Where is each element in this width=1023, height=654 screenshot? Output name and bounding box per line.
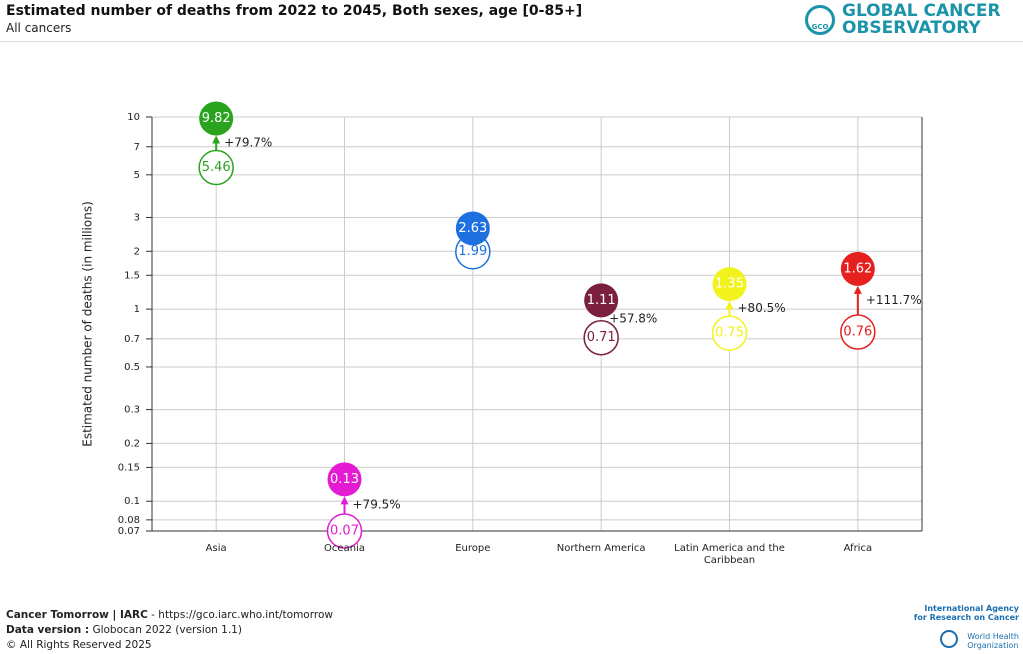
dot-2045 [712, 267, 747, 302]
iarc-logo: International Agency for Research on Can… [914, 604, 1019, 622]
logo-icon: GCO [805, 5, 835, 35]
value-label: 0.76 [843, 325, 872, 340]
y-tick-label: 10 [127, 112, 140, 123]
change-label: +79.7% [224, 136, 272, 150]
dot-2045 [455, 211, 490, 246]
logo-line: OBSERVATORY [842, 18, 981, 38]
x-tick-label: Africa [843, 543, 873, 554]
change-label: +80.5% [738, 301, 786, 315]
footer-bold: Cancer Tomorrow | IARC [6, 609, 148, 621]
who-logo: World Health Organization [967, 632, 1019, 650]
logo-text: GLOBAL CANCER OBSERVATORY [842, 3, 1001, 37]
y-tick-label: 0.7 [124, 334, 140, 345]
x-tick-label: Oceania [324, 543, 365, 554]
value-label: 1.62 [843, 261, 872, 276]
y-tick-label: 7 [134, 142, 140, 153]
change-label: +57.8% [609, 312, 657, 326]
logo-line: for Research on Cancer [913, 613, 1019, 622]
y-tick-label: 0.3 [124, 405, 140, 416]
dot-2022 [583, 319, 619, 356]
dot-2045 [584, 283, 619, 318]
dot-2045 [199, 101, 234, 136]
y-axis-label: Estimated number of deaths (in millions) [81, 201, 95, 447]
footer: Cancer Tomorrow | IARC - https://gco.iar… [6, 608, 333, 653]
y-tick-label: 3 [134, 212, 140, 223]
subtitle: All cancers [6, 21, 72, 35]
value-label: 2.63 [458, 221, 487, 236]
x-tick-label: Latin America and the Caribbean [674, 543, 785, 566]
footer-text: Globocan 2022 (version 1.1) [89, 624, 242, 636]
x-tick-label: Europe [455, 543, 491, 554]
footer-line: Data version : Globocan 2022 (version 1.… [6, 623, 333, 638]
logo-line: GLOBAL CANCER [842, 1, 1001, 21]
footer-text: © All Rights Reserved 2025 [6, 639, 152, 651]
value-label: 0.71 [587, 330, 616, 345]
arrow-head [725, 301, 734, 310]
value-label: 9.82 [202, 111, 231, 126]
who-icon [940, 630, 958, 648]
value-label: 0.75 [715, 326, 744, 341]
y-tick-label: 0.07 [118, 526, 140, 537]
dot-2022 [326, 513, 363, 549]
x-tick-label: Northern America [556, 543, 646, 554]
arrow-head [212, 135, 221, 144]
y-tick-label: 0.1 [124, 496, 140, 507]
logo-line: World Health [967, 632, 1019, 641]
y-tick-label: 0.08 [118, 515, 140, 526]
footer-line: Cancer Tomorrow | IARC - https://gco.iar… [6, 608, 333, 623]
y-tick-label: 2 [134, 246, 140, 257]
value-label: 1.35 [715, 277, 744, 292]
y-tick-label: 1.5 [124, 270, 140, 281]
footer-text: - https://gco.iarc.who.int/tomorrow [147, 609, 333, 621]
title: Estimated number of deaths from 2022 to … [6, 3, 583, 19]
y-tick-label: 0.15 [118, 462, 140, 473]
arrow-head [853, 285, 862, 294]
dot-2022 [711, 315, 748, 351]
change-label: +111.7% [866, 293, 922, 307]
value-label: 1.99 [458, 244, 487, 259]
value-label: 0.07 [330, 524, 359, 539]
dot-2022 [840, 314, 876, 350]
logo-line: International Agency [924, 604, 1019, 613]
logo-line: Organization [967, 641, 1019, 650]
value-label: 0.13 [330, 472, 359, 487]
footer-bold: Data version : [6, 624, 90, 636]
arrow-head [340, 496, 349, 505]
y-tick-label: 0.2 [124, 438, 140, 449]
y-tick-label: 5 [134, 170, 140, 181]
divider [0, 41, 1023, 42]
dot-2022 [198, 149, 234, 186]
x-tick-label: Asia [205, 543, 227, 554]
change-label: +79.5% [353, 498, 401, 512]
y-tick-label: 1 [134, 304, 140, 315]
value-label: 1.11 [587, 293, 616, 308]
dot-2045 [327, 462, 362, 497]
y-tick-label: 0.5 [124, 362, 140, 373]
value-label: 5.46 [202, 160, 231, 175]
dot-2045 [840, 251, 875, 286]
